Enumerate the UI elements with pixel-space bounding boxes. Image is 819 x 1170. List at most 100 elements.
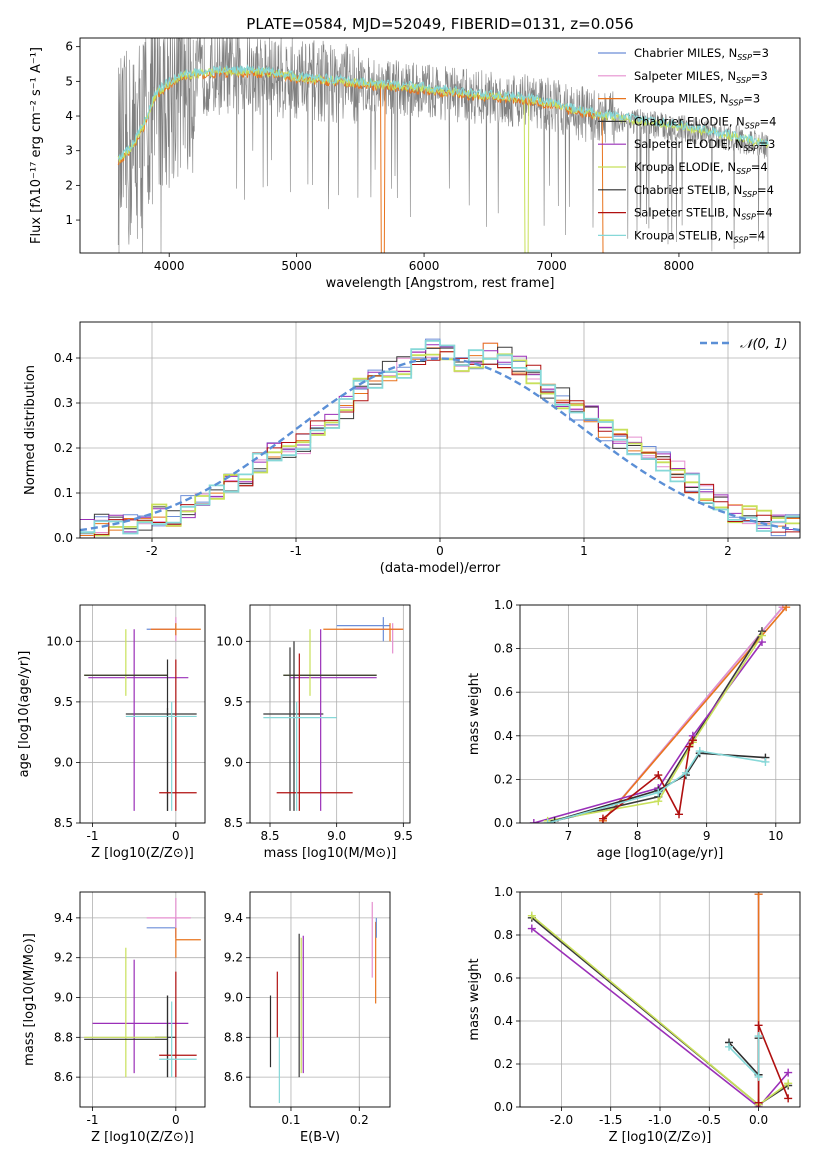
plot-area xyxy=(263,617,404,811)
y-tick-label: 0.2 xyxy=(494,772,513,786)
x-tick-label: 9 xyxy=(703,829,711,843)
x-axis-label: mass [log10(M/M⊙)] xyxy=(264,846,397,861)
plot-area xyxy=(269,901,377,1104)
y-axis-label: Normed distribution xyxy=(23,365,38,495)
data-point xyxy=(527,911,536,920)
y-tick-label: 8.5 xyxy=(224,816,243,830)
data-point xyxy=(782,605,791,612)
y-tick-label: 0.8 xyxy=(494,642,513,656)
data-point xyxy=(784,1094,793,1103)
y-tick-label: 0.2 xyxy=(54,441,73,455)
x-tick-label: -2.0 xyxy=(550,1113,573,1127)
x-tick-label: 10 xyxy=(768,829,783,843)
x-tick-label: 5000 xyxy=(281,259,312,273)
panel-6: 0.1 0.2 8.6 8.8 9.0 9.2 9.4 E(B-V) xyxy=(224,891,391,1145)
y-tick-label: 0.1 xyxy=(54,486,73,500)
y-tick-label: 0.6 xyxy=(494,971,513,985)
x-tick-label: -1.0 xyxy=(648,1113,671,1127)
y-tick-label: 8.5 xyxy=(54,816,73,830)
data-point xyxy=(675,810,684,819)
y-tick-label: 2 xyxy=(65,178,73,192)
x-axis-label: (data-model)/error xyxy=(380,561,501,576)
panel-0: 4000 5000 6000 7000 8000 1 2 3 4 5 6 wavelength [An… xyxy=(29,37,801,291)
y-tick-label: 9.2 xyxy=(54,951,73,965)
panel-1: -2 -1 0 1 2 0.0 0.1 0.2 0.3 0.4 (data-model)/error… xyxy=(23,321,801,576)
data-point xyxy=(757,631,766,640)
data-point xyxy=(784,1068,793,1077)
x-tick-label: 0.0 xyxy=(749,1113,768,1127)
x-tick-label: 0.2 xyxy=(350,1113,369,1127)
y-axis-label: age [log10(age/yr)] xyxy=(17,651,32,778)
legend-label: Kroupa MILES, NSSP=3 xyxy=(634,92,760,108)
figure-title: PLATE=0584, MJD=52049, FIBERID=0131, z=0… xyxy=(246,15,633,33)
x-tick-label: 6000 xyxy=(409,259,440,273)
x-tick-label: 0 xyxy=(436,544,444,558)
y-tick-label: 9.4 xyxy=(224,911,243,925)
data-point xyxy=(754,892,763,899)
y-tick-label: 8.6 xyxy=(54,1070,73,1084)
y-tick-label: 0.0 xyxy=(494,1100,513,1114)
y-tick-label: 10.0 xyxy=(216,634,243,648)
model-line-kroupa_stelib xyxy=(117,63,769,161)
data-point xyxy=(529,819,538,823)
y-tick-label: 0.4 xyxy=(494,1014,513,1028)
y-tick-label: 0.6 xyxy=(494,685,513,699)
x-tick-label: -1 xyxy=(290,544,302,558)
x-tick-label: -1 xyxy=(87,829,99,843)
series-line-chabrier_stelib xyxy=(728,1038,760,1077)
y-axis-label: mass weight xyxy=(467,673,482,755)
data-point xyxy=(725,1042,734,1051)
y-tick-label: 9.4 xyxy=(54,911,73,925)
x-tick-label: 0 xyxy=(172,1113,180,1127)
y-tick-label: 1.0 xyxy=(494,598,513,612)
x-tick-label: 8000 xyxy=(664,259,695,273)
data-point xyxy=(754,1098,763,1107)
x-tick-label: 7 xyxy=(565,829,573,843)
data-point xyxy=(754,1021,763,1030)
y-axis-label: Flux [fλ10⁻¹⁷ erg cm⁻² s⁻¹ A⁻¹] xyxy=(29,47,44,244)
x-tick-label: 7000 xyxy=(536,259,567,273)
y-tick-label: 9.5 xyxy=(224,695,243,709)
x-tick-label: -0.5 xyxy=(698,1113,721,1127)
y-tick-label: 0.4 xyxy=(494,729,513,743)
legend-label: Kroupa STELIB, NSSP=4 xyxy=(634,228,765,244)
data-point xyxy=(654,771,663,780)
series-line-kroupa_miles xyxy=(602,606,787,822)
data-point xyxy=(754,1072,763,1081)
x-tick-label: 9.0 xyxy=(327,829,346,843)
data-point xyxy=(654,788,663,797)
plot-area xyxy=(84,897,201,1078)
y-tick-label: 8.6 xyxy=(224,1070,243,1084)
y-tick-label: 0.0 xyxy=(54,531,73,545)
x-tick-label: -1.5 xyxy=(599,1113,622,1127)
series-line-chabrier_stelib xyxy=(554,752,766,822)
data-point xyxy=(695,747,704,756)
panel-4: 7 8 9 10 0.0 0.2 0.4 0.6 0.8 1.0 age [log10(age/yr… xyxy=(467,598,801,861)
legend-label: Chabrier MILES, NSSP=3 xyxy=(634,46,769,62)
y-tick-label: 6 xyxy=(65,40,73,54)
y-tick-label: 9.2 xyxy=(224,951,243,965)
x-axis-label: Z [log10(Z/Z⊙)] xyxy=(91,846,194,861)
series-line-salpeter_elodie xyxy=(531,927,789,1107)
axes-frame xyxy=(79,321,801,539)
x-axis-label: age [log10(age/yr)] xyxy=(597,846,724,861)
plot-area xyxy=(529,605,791,823)
y-tick-label: 0.3 xyxy=(54,396,73,410)
axes-frame xyxy=(249,604,411,824)
y-tick-label: 0.8 xyxy=(494,928,513,942)
panel-2: -1 0 8.5 9.0 9.5 10.0 Z [log10(Z/Z⊙)] age [log1… xyxy=(17,604,206,861)
x-tick-label: 4000 xyxy=(154,259,185,273)
legend-label: Kroupa ELODIE, NSSP=4 xyxy=(634,160,768,176)
panel-5: -1 0 8.6 8.8 9.0 9.2 9.4 Z [log10(Z/Z⊙)] mass [l… xyxy=(22,891,206,1145)
plot-area xyxy=(84,617,201,811)
data-point xyxy=(754,1032,763,1041)
x-tick-label: 0.1 xyxy=(281,1113,300,1127)
panel-7: -2.0 -1.5 -1.0 -0.5 0.0 0.0 0.2 0.4 0.6 0.8 1.0 Z [… xyxy=(467,885,801,1145)
series-line-kroupa_elodie xyxy=(547,635,763,822)
axes-frame xyxy=(79,37,801,254)
data-point xyxy=(598,814,607,823)
y-tick-label: 8.8 xyxy=(224,1030,243,1044)
y-axis-label: mass [log10(M/M⊙)] xyxy=(22,933,37,1066)
x-tick-label: 2 xyxy=(724,544,732,558)
